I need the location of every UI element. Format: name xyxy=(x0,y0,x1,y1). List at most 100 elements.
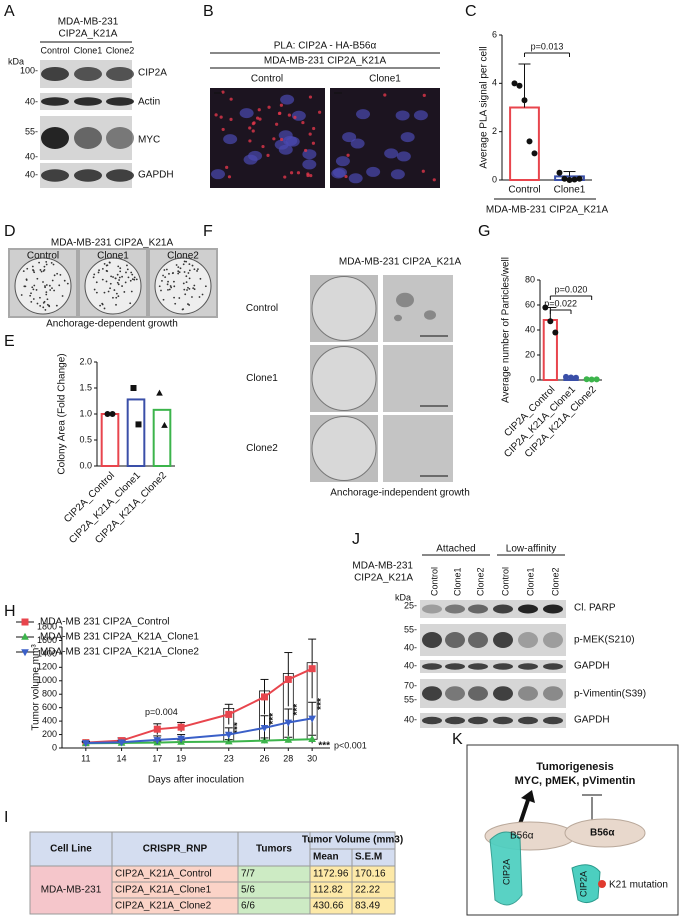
row-label: Control xyxy=(246,303,278,314)
nucleus xyxy=(384,148,399,159)
point xyxy=(568,374,574,381)
legend-marker xyxy=(21,632,29,640)
band xyxy=(41,97,69,106)
band xyxy=(445,686,465,701)
y-tick-label: 1600 xyxy=(37,635,57,645)
x-tick-label: 23 xyxy=(224,753,234,763)
colony xyxy=(182,263,185,266)
table-cell: 5/6 xyxy=(241,885,255,896)
point xyxy=(260,725,269,733)
pla-dot xyxy=(275,122,279,126)
colony xyxy=(183,260,186,263)
colony xyxy=(45,284,48,286)
band xyxy=(422,716,442,725)
colony xyxy=(174,302,177,305)
marker: 40- xyxy=(404,660,417,670)
title: CIP2A_K21A xyxy=(59,29,118,40)
colony xyxy=(113,289,116,291)
colony xyxy=(177,272,180,275)
colony xyxy=(173,296,175,299)
point xyxy=(566,177,573,183)
colony xyxy=(110,275,113,278)
marker: 40- xyxy=(25,96,38,106)
colony xyxy=(131,278,134,281)
x-tick-label: Clone1 xyxy=(554,185,586,196)
table-cell: 430.66 xyxy=(313,901,344,912)
point xyxy=(563,373,569,380)
header-cell: CRISPR_RNP xyxy=(143,844,208,855)
colony xyxy=(119,270,122,273)
colony xyxy=(32,298,35,300)
subtitle: MDA-MB-231 CIP2A_K21A xyxy=(264,56,387,67)
pla-dot xyxy=(221,127,225,132)
table-cell: 7/7 xyxy=(241,869,255,880)
table-cell: 112.82 xyxy=(313,885,343,896)
y-tick-label: 1000 xyxy=(37,675,57,685)
header-cell: Tumor Volume (mm3) xyxy=(302,835,403,846)
pla-dot xyxy=(266,153,270,157)
colony xyxy=(33,284,36,287)
colony xyxy=(193,284,196,287)
nucleus xyxy=(413,110,428,121)
band xyxy=(74,169,102,182)
annotation: p=0.020 xyxy=(555,284,588,294)
x-tick-label: 11 xyxy=(81,753,90,763)
pla-dot xyxy=(287,113,291,117)
table-cell xyxy=(111,831,239,867)
point xyxy=(177,723,185,731)
colony xyxy=(396,292,414,308)
colony xyxy=(105,280,108,283)
colony xyxy=(178,271,181,274)
x-tick-label: Control xyxy=(508,185,540,196)
significance: *** xyxy=(268,713,279,725)
bar xyxy=(509,106,540,181)
band xyxy=(543,716,563,725)
colony xyxy=(98,269,100,272)
table-cell xyxy=(351,897,396,915)
pla-dot xyxy=(344,174,348,179)
colony xyxy=(51,279,54,282)
nucleus xyxy=(302,159,317,170)
pla-dot xyxy=(258,117,262,121)
nucleus xyxy=(366,166,381,177)
colony xyxy=(42,281,44,283)
pla-dot xyxy=(272,137,276,141)
colony xyxy=(188,269,191,272)
series-line xyxy=(85,738,313,745)
pla-dot xyxy=(311,141,316,145)
y-tick-label: 40 xyxy=(525,324,535,334)
title: PLA: CIP2A - HA-B56α xyxy=(274,41,377,52)
colony xyxy=(36,302,39,305)
pla-dot xyxy=(312,126,316,131)
marker: 100- xyxy=(20,65,38,75)
band xyxy=(41,169,69,182)
pla-dot xyxy=(219,115,223,119)
colony xyxy=(123,291,126,293)
colony xyxy=(121,285,123,287)
colony xyxy=(129,279,132,282)
colony xyxy=(59,273,62,276)
colony xyxy=(92,276,95,279)
x-tick-label: 26 xyxy=(259,753,269,763)
bar xyxy=(152,408,172,467)
point xyxy=(153,725,161,733)
nucleus xyxy=(332,167,347,178)
point xyxy=(531,150,538,157)
row-label: Clone2 xyxy=(246,443,278,454)
panel-label: D xyxy=(4,223,16,240)
pla-dot xyxy=(225,165,229,169)
colony xyxy=(182,282,185,285)
well xyxy=(311,416,377,481)
colony xyxy=(40,270,43,273)
point xyxy=(308,735,316,743)
nucleus xyxy=(239,108,254,119)
colony xyxy=(118,276,121,279)
colony xyxy=(61,295,64,297)
protein: p-Vimentin(S39) xyxy=(574,689,646,700)
y-tick-label: 1200 xyxy=(37,662,57,672)
table-cell: 1172.96 xyxy=(313,869,349,880)
colony xyxy=(36,277,39,280)
x-tick-label: 19 xyxy=(176,753,186,763)
band xyxy=(493,716,513,725)
pla-dot xyxy=(296,171,301,175)
